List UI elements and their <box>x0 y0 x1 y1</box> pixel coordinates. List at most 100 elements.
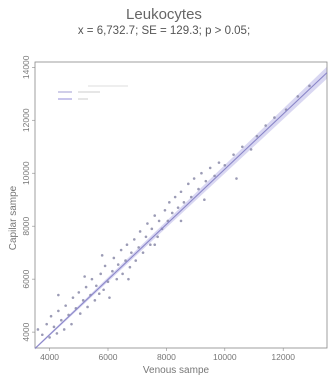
data-point <box>97 292 101 296</box>
data-point <box>204 179 208 183</box>
data-point <box>95 284 98 288</box>
data-point <box>116 263 120 266</box>
data-point <box>119 248 123 252</box>
regression-line-group <box>34 72 328 349</box>
data-point <box>127 277 130 281</box>
data-point <box>217 161 221 164</box>
data-point <box>103 264 107 268</box>
x-tick-label: 12000 <box>271 352 295 362</box>
data-point <box>36 328 40 331</box>
data-point <box>163 208 167 212</box>
data-point <box>64 304 67 307</box>
data-point <box>111 269 114 273</box>
data-point <box>203 198 206 202</box>
data-points <box>36 84 311 339</box>
data-point <box>99 272 102 276</box>
data-point <box>137 246 140 249</box>
y-tick-label: 12000 <box>21 108 31 132</box>
y-tick-label: 10000 <box>21 161 31 185</box>
data-point <box>192 177 196 180</box>
data-point <box>235 177 238 180</box>
data-point <box>146 222 149 225</box>
y-axis-ticks: 4000 6000 8000 10000 12000 14000 <box>21 55 35 342</box>
data-point <box>86 305 89 309</box>
data-point <box>273 116 276 119</box>
data-point <box>71 296 75 299</box>
x-tick-label: 4000 <box>40 352 59 362</box>
y-tick-label: 14000 <box>21 55 31 79</box>
data-point <box>213 174 216 178</box>
data-point <box>81 299 85 302</box>
data-point <box>78 312 82 315</box>
data-point <box>187 182 190 186</box>
data-point <box>223 163 227 167</box>
y-tick-label: 8000 <box>21 216 31 235</box>
data-point <box>112 256 116 260</box>
data-point <box>149 243 152 247</box>
data-point <box>255 134 259 138</box>
x-tick-label: 10000 <box>213 352 237 362</box>
data-point <box>90 277 94 281</box>
data-point <box>182 201 186 204</box>
data-point <box>115 277 119 281</box>
data-point <box>55 332 59 335</box>
data-point <box>144 235 148 239</box>
data-point <box>41 333 44 337</box>
data-point <box>59 318 63 322</box>
x-tick-label: 6000 <box>99 352 118 362</box>
data-point <box>70 322 73 326</box>
data-point <box>179 219 183 223</box>
data-point <box>125 243 129 247</box>
data-point <box>308 84 311 88</box>
data-point <box>157 219 161 223</box>
plot-area-border <box>34 61 328 349</box>
data-point <box>57 309 60 313</box>
x-axis-label: Venous sampe <box>143 365 210 376</box>
data-point <box>124 259 127 262</box>
data-point <box>241 145 244 149</box>
data-point <box>208 166 212 170</box>
data-point <box>106 280 110 284</box>
data-point <box>141 251 145 254</box>
data-point <box>232 153 235 156</box>
data-point <box>108 296 111 299</box>
chart-title: Leukocytes <box>126 6 202 23</box>
data-point <box>128 265 132 269</box>
data-point <box>130 251 133 254</box>
data-point <box>197 187 200 191</box>
x-tick-label: 8000 <box>157 352 176 362</box>
data-point <box>170 211 174 215</box>
data-point <box>173 195 177 199</box>
data-point <box>49 314 53 318</box>
data-point <box>249 148 253 151</box>
data-point <box>83 275 86 278</box>
data-point <box>132 238 136 241</box>
data-point <box>77 291 81 294</box>
data-point <box>179 190 183 194</box>
y-axis-label: Capilar sampe <box>8 185 19 250</box>
data-point <box>138 230 142 233</box>
data-point <box>200 171 203 175</box>
chart-stats-subtitle: x = 6,732.7; SE = 129.3; p > 0.05; <box>77 25 251 37</box>
regression-line <box>34 72 328 349</box>
x-axis-ticks: 4000 6000 8000 10000 12000 <box>40 348 295 362</box>
data-point <box>189 195 193 199</box>
data-point <box>134 259 138 262</box>
data-point <box>62 328 66 331</box>
data-point <box>48 336 51 339</box>
data-point <box>296 95 300 98</box>
data-point <box>102 288 105 292</box>
data-point <box>52 325 56 329</box>
data-point <box>93 299 97 302</box>
data-point <box>153 243 157 247</box>
data-point <box>176 206 180 209</box>
legend <box>58 85 128 100</box>
data-point <box>153 214 157 217</box>
y-tick-label: 6000 <box>21 269 31 288</box>
plot-frame <box>34 61 328 349</box>
y-tick-label: 4000 <box>21 322 31 341</box>
data-point <box>166 219 170 223</box>
data-point <box>121 272 124 276</box>
data-point <box>57 293 60 297</box>
